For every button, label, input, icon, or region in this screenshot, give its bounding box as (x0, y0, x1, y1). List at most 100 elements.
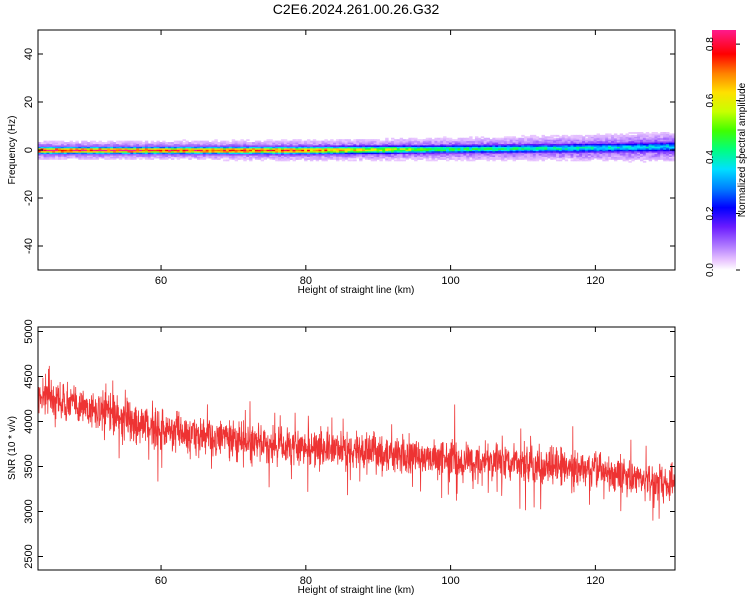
spectrogram-cell (582, 153, 586, 156)
spectrogram-cell (101, 144, 105, 147)
spectrogram-cell (431, 147, 435, 150)
spectrogram-cell (141, 143, 146, 146)
spectrogram-cell (651, 157, 655, 160)
spectrogram-cell (92, 140, 97, 143)
spectrogram-cell (556, 139, 560, 142)
spectrogram-cell (616, 140, 621, 143)
spectrogram-cell (301, 140, 305, 143)
spectrogram-cell (373, 146, 378, 149)
spectrogram-cell (179, 142, 184, 145)
spectrogram-cell (631, 147, 635, 150)
spectrogram-cell (460, 142, 464, 145)
spectrogram-cell (84, 143, 88, 146)
spectrogram-cell (63, 144, 68, 147)
spectrogram-cell (214, 140, 218, 143)
spectrogram-cell (179, 149, 184, 152)
spectrogram-cell (660, 134, 664, 137)
spectrogram-cell (587, 159, 592, 162)
spectrogram-cell (246, 142, 250, 145)
spectrogram-cell (89, 149, 94, 152)
spectrogram-cell (341, 153, 346, 156)
spectrogram-cell (223, 153, 227, 156)
spectrogram-cell (72, 142, 76, 145)
spectrogram-cell (133, 142, 137, 145)
spectrogram-cell (295, 140, 299, 143)
spectrogram-cell (590, 146, 595, 149)
snr-x-tick-label: 100 (441, 575, 459, 587)
spectrogram-cell (162, 149, 166, 152)
spectrogram-cell (136, 147, 140, 150)
spectrogram-cell (110, 157, 114, 160)
spectrogram-cell (501, 150, 505, 153)
spectrogram-cell (631, 157, 635, 160)
spectrogram-cell (52, 153, 56, 156)
spectrogram-cell (414, 139, 418, 142)
spectrogram-cell (556, 147, 560, 150)
spectrogram-cell (263, 149, 267, 152)
spectrogram-cell (362, 146, 366, 149)
spectrogram-cell (509, 139, 514, 142)
spectrogram-cell (379, 155, 383, 157)
spectrogram-cell (466, 146, 470, 149)
spectrogram-cell (561, 137, 566, 140)
spectrogram-cell (660, 153, 664, 156)
spectrogram-cell (208, 153, 212, 156)
spectrogram-cell (631, 142, 635, 145)
spectrogram-cell (414, 152, 418, 155)
spectrogram-cell (202, 157, 207, 160)
spectrogram-cell (596, 147, 600, 150)
spectrogram-cell (541, 155, 545, 157)
spectrogram-cell (301, 156, 305, 159)
spectrogram-cell (202, 150, 207, 153)
spectrogram-cell (115, 146, 120, 149)
spectrogram-cell (619, 146, 624, 149)
spectrogram-cell (307, 139, 311, 142)
spectrogram-cell (443, 146, 447, 149)
spectrogram-cell (521, 140, 525, 143)
spectrogram-cell (584, 144, 589, 147)
spectrogram-cell (602, 157, 606, 160)
spectrogram-cell (170, 155, 175, 157)
spectrogram-cell (182, 144, 186, 147)
spectrogram-cell (72, 144, 76, 147)
spectrogram-cell (199, 152, 204, 155)
spectrogram-cell (625, 143, 629, 146)
spectrogram-cell (49, 143, 53, 146)
spectrogram-cell (269, 142, 273, 145)
spectrogram-cell (382, 153, 386, 156)
spectrogram-cell (648, 150, 653, 153)
spectrogram-cell (602, 134, 606, 137)
spectrogram-cell (101, 147, 105, 150)
spectrogram-cell (451, 153, 456, 156)
spectrogram-cell (104, 149, 108, 152)
spectrogram-cell (486, 144, 490, 147)
spectrogram-cell (631, 149, 635, 152)
spectrogram-cell (564, 139, 569, 142)
spectrogram-cell (75, 143, 79, 146)
spectrogram-cell (437, 150, 441, 153)
spectrogram-cell (388, 143, 392, 146)
spectrogram-cell (419, 147, 424, 150)
spectrogram-cell (223, 143, 227, 146)
spectrogram-cell (518, 156, 522, 159)
spectrogram-cell (370, 149, 375, 152)
spectrogram-cell (402, 142, 406, 145)
spectrogram-cell (631, 144, 635, 147)
spectrogram-cell (327, 155, 331, 157)
spectrogram-cell (506, 155, 511, 157)
spectrogram-cell (141, 146, 146, 149)
spectrogram-cell (582, 155, 586, 157)
spectrogram-cell (257, 153, 262, 156)
spectrogram-cell (611, 136, 615, 139)
spectrogram-cell (437, 143, 441, 146)
spectrogram-cell (356, 143, 360, 146)
spectrogram-cell (78, 152, 82, 155)
spectrogram-cell (492, 142, 496, 145)
spectrogram-cell (599, 157, 603, 160)
spectrogram-cell (168, 152, 172, 155)
spectrogram-cell (434, 155, 438, 157)
spectrogram-cell (338, 143, 343, 146)
spectrogram-cell (495, 137, 499, 140)
spectrogram-cell (133, 147, 137, 150)
spectrogram-cell (385, 144, 389, 147)
